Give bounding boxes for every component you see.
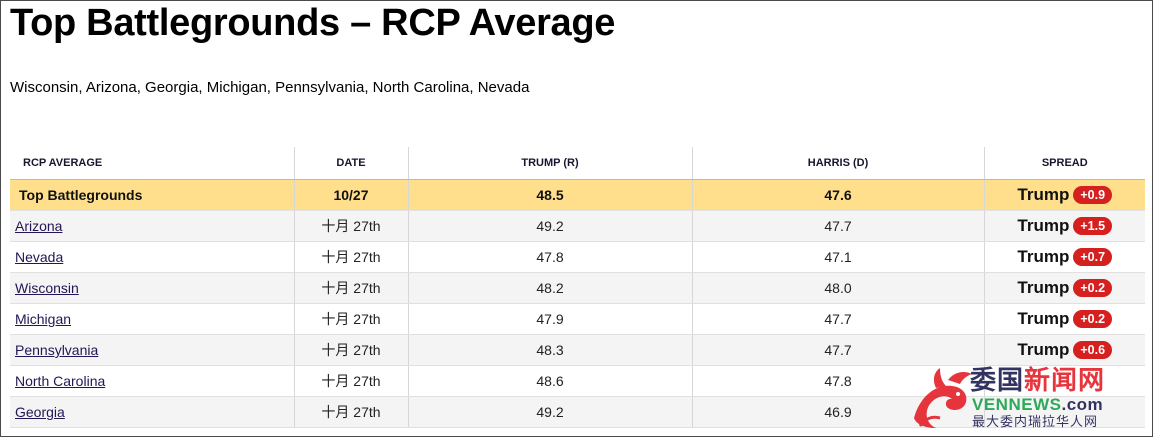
spread-candidate: Trump <box>1017 185 1070 204</box>
state-link[interactable]: Pennsylvania <box>15 342 99 358</box>
harris-cell: 47.7 <box>692 210 985 242</box>
trump-cell: 49.2 <box>408 210 693 242</box>
header-harris: HARRIS (D) <box>692 147 985 180</box>
state-link[interactable]: Nevada <box>15 249 64 265</box>
page-title: Top Battlegrounds – RCP Average <box>10 2 616 44</box>
date-cell: 十月 27th <box>294 396 409 428</box>
state-link[interactable]: Georgia <box>15 404 65 420</box>
date-cell: 十月 27th <box>294 241 409 273</box>
state-cell: Pennsylvania <box>10 334 295 366</box>
spread-badge: +0.2 <box>1073 310 1113 328</box>
state-rows: Arizona 十月 27th 49.2 47.7 Trump +1.5 Nevada 十月 … <box>10 210 1145 428</box>
spread-badge: +1.5 <box>1073 217 1113 235</box>
harris-cell: 47.7 <box>692 303 985 335</box>
spread-candidate: Trump <box>1017 309 1070 328</box>
table-row: Arizona 十月 27th 49.2 47.7 Trump +1.5 <box>10 210 1145 242</box>
spread-cell: Trump +0.2 <box>984 272 1145 304</box>
spread-candidate: Trump <box>1017 340 1070 359</box>
spread-badge: +0.2 <box>1073 279 1113 297</box>
table-row: North Carolina 十月 27th 48.6 47.8 <box>10 365 1145 397</box>
page-subtitle: Wisconsin, Arizona, Georgia, Michigan, P… <box>10 79 530 96</box>
state-cell: North Carolina <box>10 365 295 397</box>
average-row: Top Battlegrounds 10/27 48.5 47.6 Trump +… <box>10 179 1145 211</box>
spread-candidate: Trump <box>1017 216 1070 235</box>
date-cell: 十月 27th <box>294 303 409 335</box>
spread-cell: Trump +0.2 <box>984 303 1145 335</box>
harris-cell: 47.1 <box>692 241 985 273</box>
date-cell: 十月 27th <box>294 272 409 304</box>
average-trump: 48.5 <box>408 179 693 211</box>
table-row: Wisconsin 十月 27th 48.2 48.0 Trump +0.2 <box>10 272 1145 304</box>
spread-cell: Trump +0.6 <box>984 334 1145 366</box>
spread-badge: +0.6 <box>1073 341 1113 359</box>
polls-table: RCP AVERAGE DATE TRUMP (R) HARRIS (D) SP… <box>10 147 1145 428</box>
table-row: Michigan 十月 27th 47.9 47.7 Trump +0.2 <box>10 303 1145 335</box>
average-spread: Trump +0.9 <box>984 179 1145 211</box>
table-row: Georgia 十月 27th 49.2 46.9 <box>10 396 1145 428</box>
state-cell: Nevada <box>10 241 295 273</box>
state-cell: Wisconsin <box>10 272 295 304</box>
trump-cell: 47.8 <box>408 241 693 273</box>
date-cell: 十月 27th <box>294 210 409 242</box>
spread-cell <box>984 396 1145 428</box>
header-spread: SPREAD <box>984 147 1145 180</box>
date-cell: 十月 27th <box>294 365 409 397</box>
state-link[interactable]: Arizona <box>15 218 63 234</box>
table-header-row: RCP AVERAGE DATE TRUMP (R) HARRIS (D) SP… <box>10 147 1145 180</box>
average-name: Top Battlegrounds <box>10 179 295 211</box>
trump-cell: 48.2 <box>408 272 693 304</box>
spread-candidate: Trump <box>1017 247 1070 266</box>
state-link[interactable]: North Carolina <box>15 373 106 389</box>
trump-cell: 49.2 <box>408 396 693 428</box>
header-date: DATE <box>294 147 409 180</box>
state-link[interactable]: Michigan <box>15 311 72 327</box>
table-row: Pennsylvania 十月 27th 48.3 47.7 Trump +0.6 <box>10 334 1145 366</box>
average-date: 10/27 <box>294 179 409 211</box>
spread-cell: Trump +1.5 <box>984 210 1145 242</box>
trump-cell: 48.6 <box>408 365 693 397</box>
trump-cell: 47.9 <box>408 303 693 335</box>
state-link[interactable]: Wisconsin <box>15 280 79 296</box>
spread-badge: +0.7 <box>1073 248 1113 266</box>
spread-cell <box>984 365 1145 397</box>
spread-candidate: Trump <box>1017 278 1070 297</box>
state-cell: Michigan <box>10 303 295 335</box>
harris-cell: 47.7 <box>692 334 985 366</box>
average-harris: 47.6 <box>692 179 985 211</box>
state-cell: Arizona <box>10 210 295 242</box>
table-row: Nevada 十月 27th 47.8 47.1 Trump +0.7 <box>10 241 1145 273</box>
header-trump: TRUMP (R) <box>408 147 693 180</box>
harris-cell: 48.0 <box>692 272 985 304</box>
harris-cell: 47.8 <box>692 365 985 397</box>
state-cell: Georgia <box>10 396 295 428</box>
header-rcp-average: RCP AVERAGE <box>10 147 295 180</box>
harris-cell: 46.9 <box>692 396 985 428</box>
spread-badge: +0.9 <box>1073 186 1113 204</box>
trump-cell: 48.3 <box>408 334 693 366</box>
date-cell: 十月 27th <box>294 334 409 366</box>
spread-cell: Trump +0.7 <box>984 241 1145 273</box>
